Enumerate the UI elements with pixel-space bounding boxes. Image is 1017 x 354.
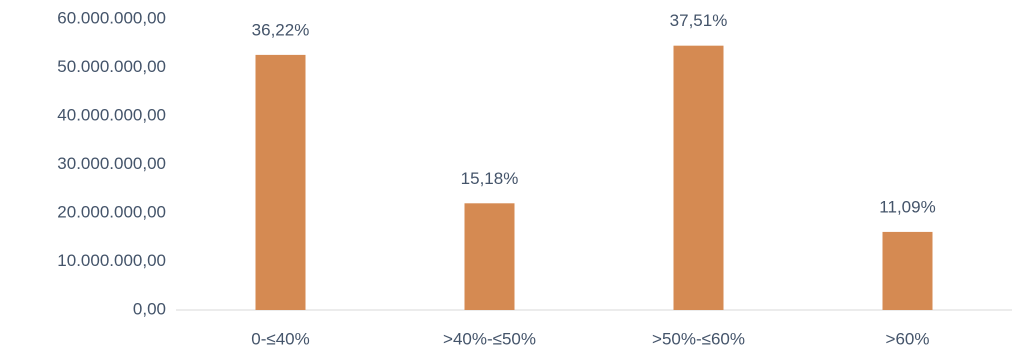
y-tick-label: 60.000.000,00 xyxy=(57,8,166,27)
x-tick-label: >60% xyxy=(886,329,930,348)
bar xyxy=(882,231,933,310)
y-tick-label: 40.000.000,00 xyxy=(57,105,166,124)
y-tick-label: 50.000.000,00 xyxy=(57,57,166,76)
y-tick-label: 30.000.000,00 xyxy=(57,154,166,173)
y-tick-label: 10.000.000,00 xyxy=(57,251,166,270)
x-tick-label: >50%-≤60% xyxy=(652,329,745,348)
x-tick-label: >40%-≤50% xyxy=(443,329,536,348)
percent-label: 15,18% xyxy=(461,169,519,188)
y-tick-label: 20.000.000,00 xyxy=(57,202,166,221)
bar xyxy=(255,54,306,310)
percent-label: 36,22% xyxy=(252,20,310,39)
y-tick-label: 0,00 xyxy=(133,299,166,318)
bar xyxy=(464,203,515,310)
percent-label: 11,09% xyxy=(879,197,935,216)
x-tick-label: 0-≤40% xyxy=(251,329,309,348)
percent-label: 37,51% xyxy=(670,11,728,30)
bar xyxy=(673,45,724,311)
